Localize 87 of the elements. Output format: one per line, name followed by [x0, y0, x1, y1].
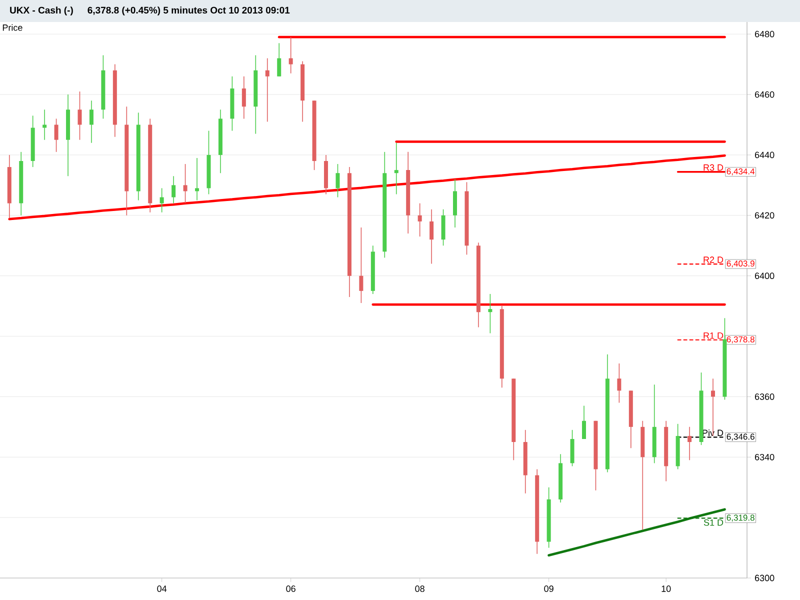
candlestick [582, 405, 586, 440]
candlestick [453, 178, 458, 228]
candlestick [254, 54, 258, 134]
candlestick [183, 164, 188, 204]
candlestick [676, 423, 680, 470]
candlestick [160, 188, 164, 213]
candlestick [500, 306, 504, 388]
candlestick [488, 294, 492, 334]
y-tick-label: 6420 [754, 212, 774, 219]
candlestick [570, 430, 574, 467]
series-label: S1 D [704, 519, 724, 526]
candlestick [195, 158, 200, 201]
candlestick [722, 318, 727, 400]
y-tick-label: 6340 [754, 454, 774, 460]
series-label: R2 D [704, 256, 724, 263]
candlestick [558, 454, 563, 503]
candlestick [605, 354, 610, 473]
data-label: 6,346.6 [726, 434, 754, 441]
candlestick [42, 109, 47, 140]
candlestick [206, 130, 211, 195]
candlestick [277, 42, 282, 77]
data-label: 6,403.9 [726, 260, 754, 268]
candlestick [688, 426, 692, 461]
candlestick [535, 468, 540, 554]
candlestick [112, 64, 117, 138]
candlestick [172, 176, 176, 204]
y-tick-label: 6480 [754, 30, 774, 38]
data-label: 6,319.8 [726, 514, 754, 522]
candlestick [288, 36, 293, 74]
candlestick [512, 378, 516, 461]
candlestick [300, 60, 305, 122]
candlestick [347, 166, 352, 298]
candlestick [30, 115, 35, 168]
y-tick-label: 6360 [754, 394, 774, 400]
candlestick [336, 164, 340, 198]
candlestick [312, 100, 316, 170]
candlestick [7, 154, 12, 219]
candlestick [370, 245, 375, 294]
candlestick [523, 430, 528, 494]
x-tick-label: 06 [286, 586, 296, 592]
series-label: R3 D [704, 164, 724, 171]
candlestick [324, 154, 328, 195]
x-tick-label: 09 [544, 586, 554, 592]
y-tick-label: 6300 [754, 574, 774, 582]
y-tick-label: 6400 [754, 272, 774, 280]
series-label: R1 D [704, 332, 724, 339]
candlestick [230, 76, 234, 132]
data-label: 6,378.8 [726, 336, 754, 344]
candlestick [136, 112, 140, 201]
series-label: Piv D [702, 429, 724, 436]
candlestick [78, 91, 82, 140]
candlestick [418, 202, 422, 237]
candlestick [476, 242, 480, 328]
candlestick [441, 208, 446, 246]
candlestick [89, 100, 94, 144]
x-tick-label: 08 [415, 586, 424, 592]
candlestick [148, 118, 152, 213]
chart-title: UKX - Cash (-) [10, 6, 73, 16]
candlestick [430, 208, 434, 264]
candlestick [617, 363, 622, 404]
candlestick [546, 486, 551, 548]
candlestick [640, 420, 645, 530]
candlestick [382, 152, 387, 258]
y-tick-label: 6460 [754, 91, 774, 98]
candlestick [218, 109, 222, 174]
candlestick [464, 182, 469, 256]
candlestick [124, 106, 129, 216]
data-label: 6,434.4 [726, 168, 755, 176]
x-tick-label: 04 [157, 586, 167, 592]
x-tick-label: 10 [662, 586, 671, 592]
candlestick [66, 94, 70, 177]
y-tick-label: 6440 [754, 152, 774, 158]
y-axis-title: Price [2, 24, 22, 31]
candlestick [406, 152, 410, 234]
candlestick [628, 390, 633, 448]
candlestick [359, 227, 364, 304]
candlestick [54, 118, 58, 152]
candlestick [265, 58, 270, 122]
candlestick [652, 384, 656, 464]
candlestick [19, 152, 24, 216]
chart-subtitle: 6,378.8 (+0.45%) 5 minutes Oct 10 2013 09:01 [88, 6, 290, 16]
candlestick [394, 142, 398, 195]
candlestick [594, 420, 598, 491]
candlestick [664, 420, 668, 482]
candlestick [242, 76, 246, 120]
candlestick [101, 54, 106, 120]
candlestick [699, 372, 704, 446]
